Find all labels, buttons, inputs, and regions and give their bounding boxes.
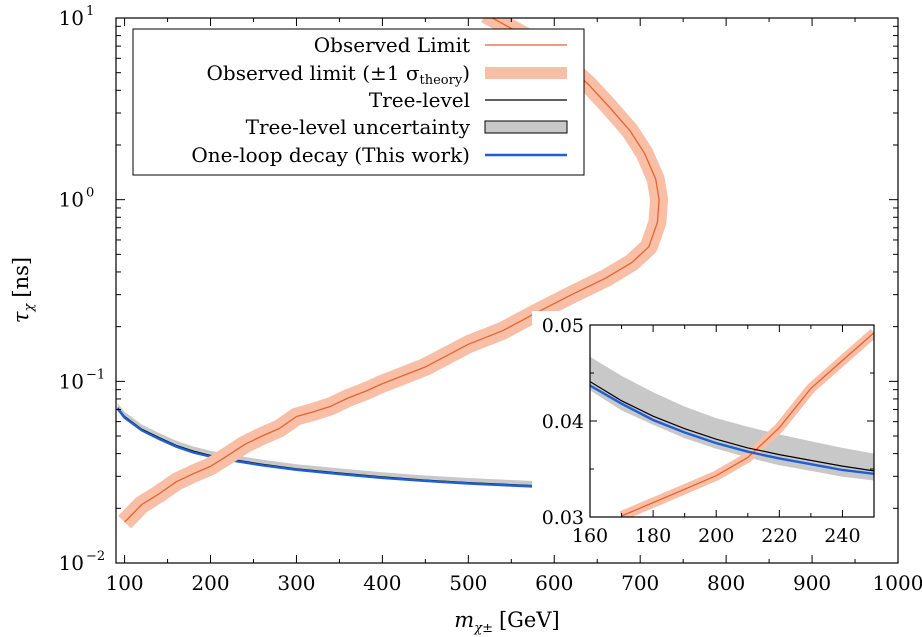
- legend-label: Observed limit (±1 σtheory): [207, 61, 471, 88]
- x-tick-label: 900: [793, 571, 831, 595]
- inset-x-tick-label: 200: [698, 525, 734, 547]
- y-tick-label: 10: [59, 6, 84, 30]
- inset-plot: 160 180 200 220 240 0.03 0.04 0.05: [532, 311, 888, 549]
- observed-line: [124, 18, 660, 523]
- inset-x-tick-label: 160: [572, 525, 608, 547]
- y-tick-label: 10: [59, 369, 84, 393]
- observed-group: [118, 18, 669, 529]
- legend-swatch-tree-band: [484, 120, 568, 134]
- y-tick-exponent: −2: [86, 549, 105, 564]
- x-tick-label: 400: [363, 571, 401, 595]
- one-loop-line: [116, 408, 546, 489]
- x-tick-label: 600: [535, 571, 573, 595]
- tree-uncertainty-band: [117, 403, 546, 488]
- x-tick-label: 100: [105, 571, 143, 595]
- inset-one-loop-line: [590, 384, 874, 475]
- inset-x-tick-label: 220: [761, 525, 797, 547]
- legend-label: One-loop decay (This work): [191, 143, 470, 167]
- legend-label: Observed Limit: [314, 33, 470, 57]
- y-tick-exponent: 0: [86, 186, 94, 201]
- legend-swatch-observed-band: [485, 67, 567, 79]
- main-data: [116, 18, 669, 529]
- legend-label: Tree-level: [369, 88, 470, 112]
- y-tick-label: 10: [59, 188, 84, 212]
- x-tick-label: 200: [191, 571, 229, 595]
- inset-observed-line: [621, 332, 874, 517]
- y-tick-exponent: −1: [86, 367, 105, 382]
- y-tick-exponent: 1: [86, 4, 94, 19]
- x-tick-label: 1000: [873, 571, 922, 595]
- legend-label: Tree-level uncertainty: [246, 115, 471, 139]
- x-tick-label: 800: [707, 571, 745, 595]
- inset-y-tick-label: 0.03: [542, 507, 584, 529]
- legend: Observed Limit Observed limit (±1 σtheory…: [132, 28, 585, 176]
- inset-tree-band: [590, 356, 874, 481]
- main-frame: [115, 17, 899, 564]
- inset-x-tick-label: 180: [635, 525, 671, 547]
- y-axis-label: τχ[ns]: [9, 257, 37, 323]
- inset-data: [590, 328, 874, 517]
- inset-tree-line: [590, 381, 874, 472]
- inset-y-tick-label: 0.04: [542, 411, 584, 433]
- x-tick-label: 500: [449, 571, 487, 595]
- x-tick-label: 300: [277, 571, 315, 595]
- x-tick-label: 700: [621, 571, 659, 595]
- y-tick-label: 10: [59, 551, 84, 575]
- legend-box: [132, 28, 585, 176]
- inset-x-tick-label: 240: [824, 525, 860, 547]
- inset-y-tick-label: 0.05: [542, 315, 584, 337]
- x-axis-label: mχ± [GeV]: [454, 608, 559, 636]
